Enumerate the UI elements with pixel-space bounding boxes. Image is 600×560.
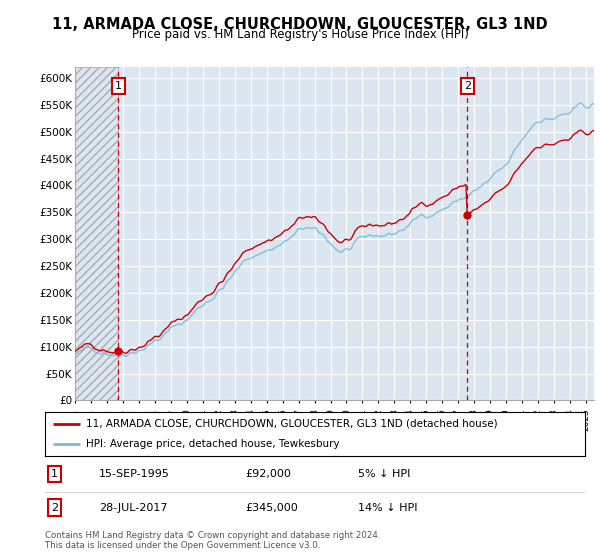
Polygon shape [75, 67, 118, 400]
Text: 2: 2 [464, 81, 471, 91]
Text: Contains HM Land Registry data © Crown copyright and database right 2024.
This d: Contains HM Land Registry data © Crown c… [45, 531, 380, 550]
Text: 28-JUL-2017: 28-JUL-2017 [99, 502, 167, 512]
Text: 1: 1 [115, 81, 122, 91]
Text: HPI: Average price, detached house, Tewkesbury: HPI: Average price, detached house, Tewk… [86, 439, 339, 449]
Text: £92,000: £92,000 [245, 469, 290, 479]
Text: 15-SEP-1995: 15-SEP-1995 [99, 469, 170, 479]
Text: 1: 1 [51, 469, 58, 479]
Text: Price paid vs. HM Land Registry's House Price Index (HPI): Price paid vs. HM Land Registry's House … [131, 28, 469, 41]
Text: 11, ARMADA CLOSE, CHURCHDOWN, GLOUCESTER, GL3 1ND: 11, ARMADA CLOSE, CHURCHDOWN, GLOUCESTER… [52, 17, 548, 32]
Text: 14% ↓ HPI: 14% ↓ HPI [358, 502, 418, 512]
Text: 2: 2 [51, 502, 58, 512]
Text: 11, ARMADA CLOSE, CHURCHDOWN, GLOUCESTER, GL3 1ND (detached house): 11, ARMADA CLOSE, CHURCHDOWN, GLOUCESTER… [86, 419, 497, 429]
Text: 5% ↓ HPI: 5% ↓ HPI [358, 469, 410, 479]
Text: £345,000: £345,000 [245, 502, 298, 512]
